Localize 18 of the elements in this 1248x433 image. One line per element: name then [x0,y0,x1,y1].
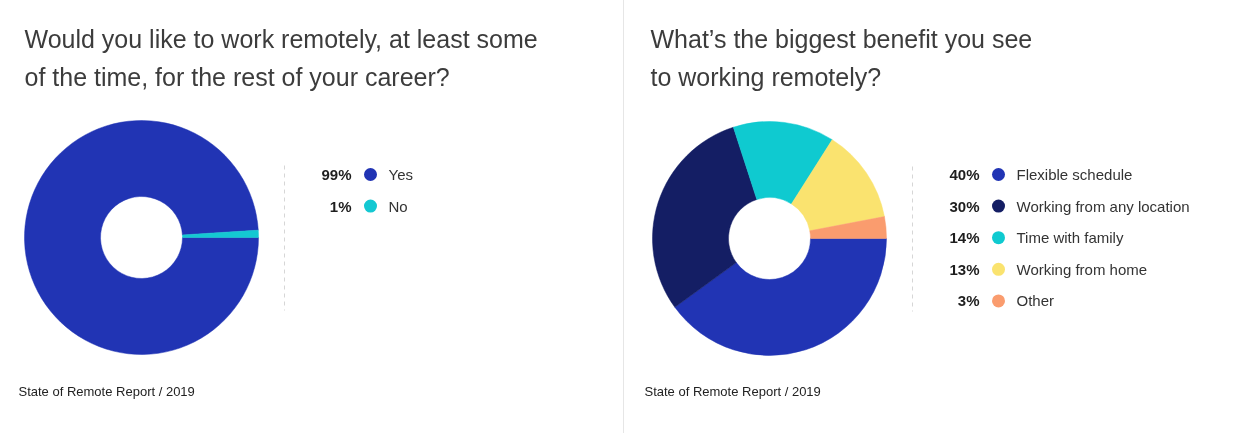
legend-label: Other [1016,292,1055,310]
legend-label: No [388,197,408,215]
data-label: 13% [949,260,980,278]
legend-label: Yes [388,166,413,183]
data-label: 99% [321,166,352,183]
text: State of Remote Report / 2019 [18,384,195,399]
chart-title: What’s the biggest benefit you see to working remotely? [650,24,1033,91]
data-label: 30% [949,197,980,215]
legend-label: Working from home [1016,260,1148,278]
data-label: 1% [329,197,352,215]
data-label: 14% [949,229,980,247]
chart-title: Would you like to work remotely, at least some of the time, for the rest of your career? [24,24,538,91]
data-label: 3% [957,292,980,310]
legend-label: Time with family [1016,229,1124,247]
legend-label: Working from any location [1016,197,1190,215]
data-label: 40% [949,166,980,183]
legend-label: Flexible schedule [1016,166,1133,183]
text: State of Remote Report / 2019 [644,384,821,399]
